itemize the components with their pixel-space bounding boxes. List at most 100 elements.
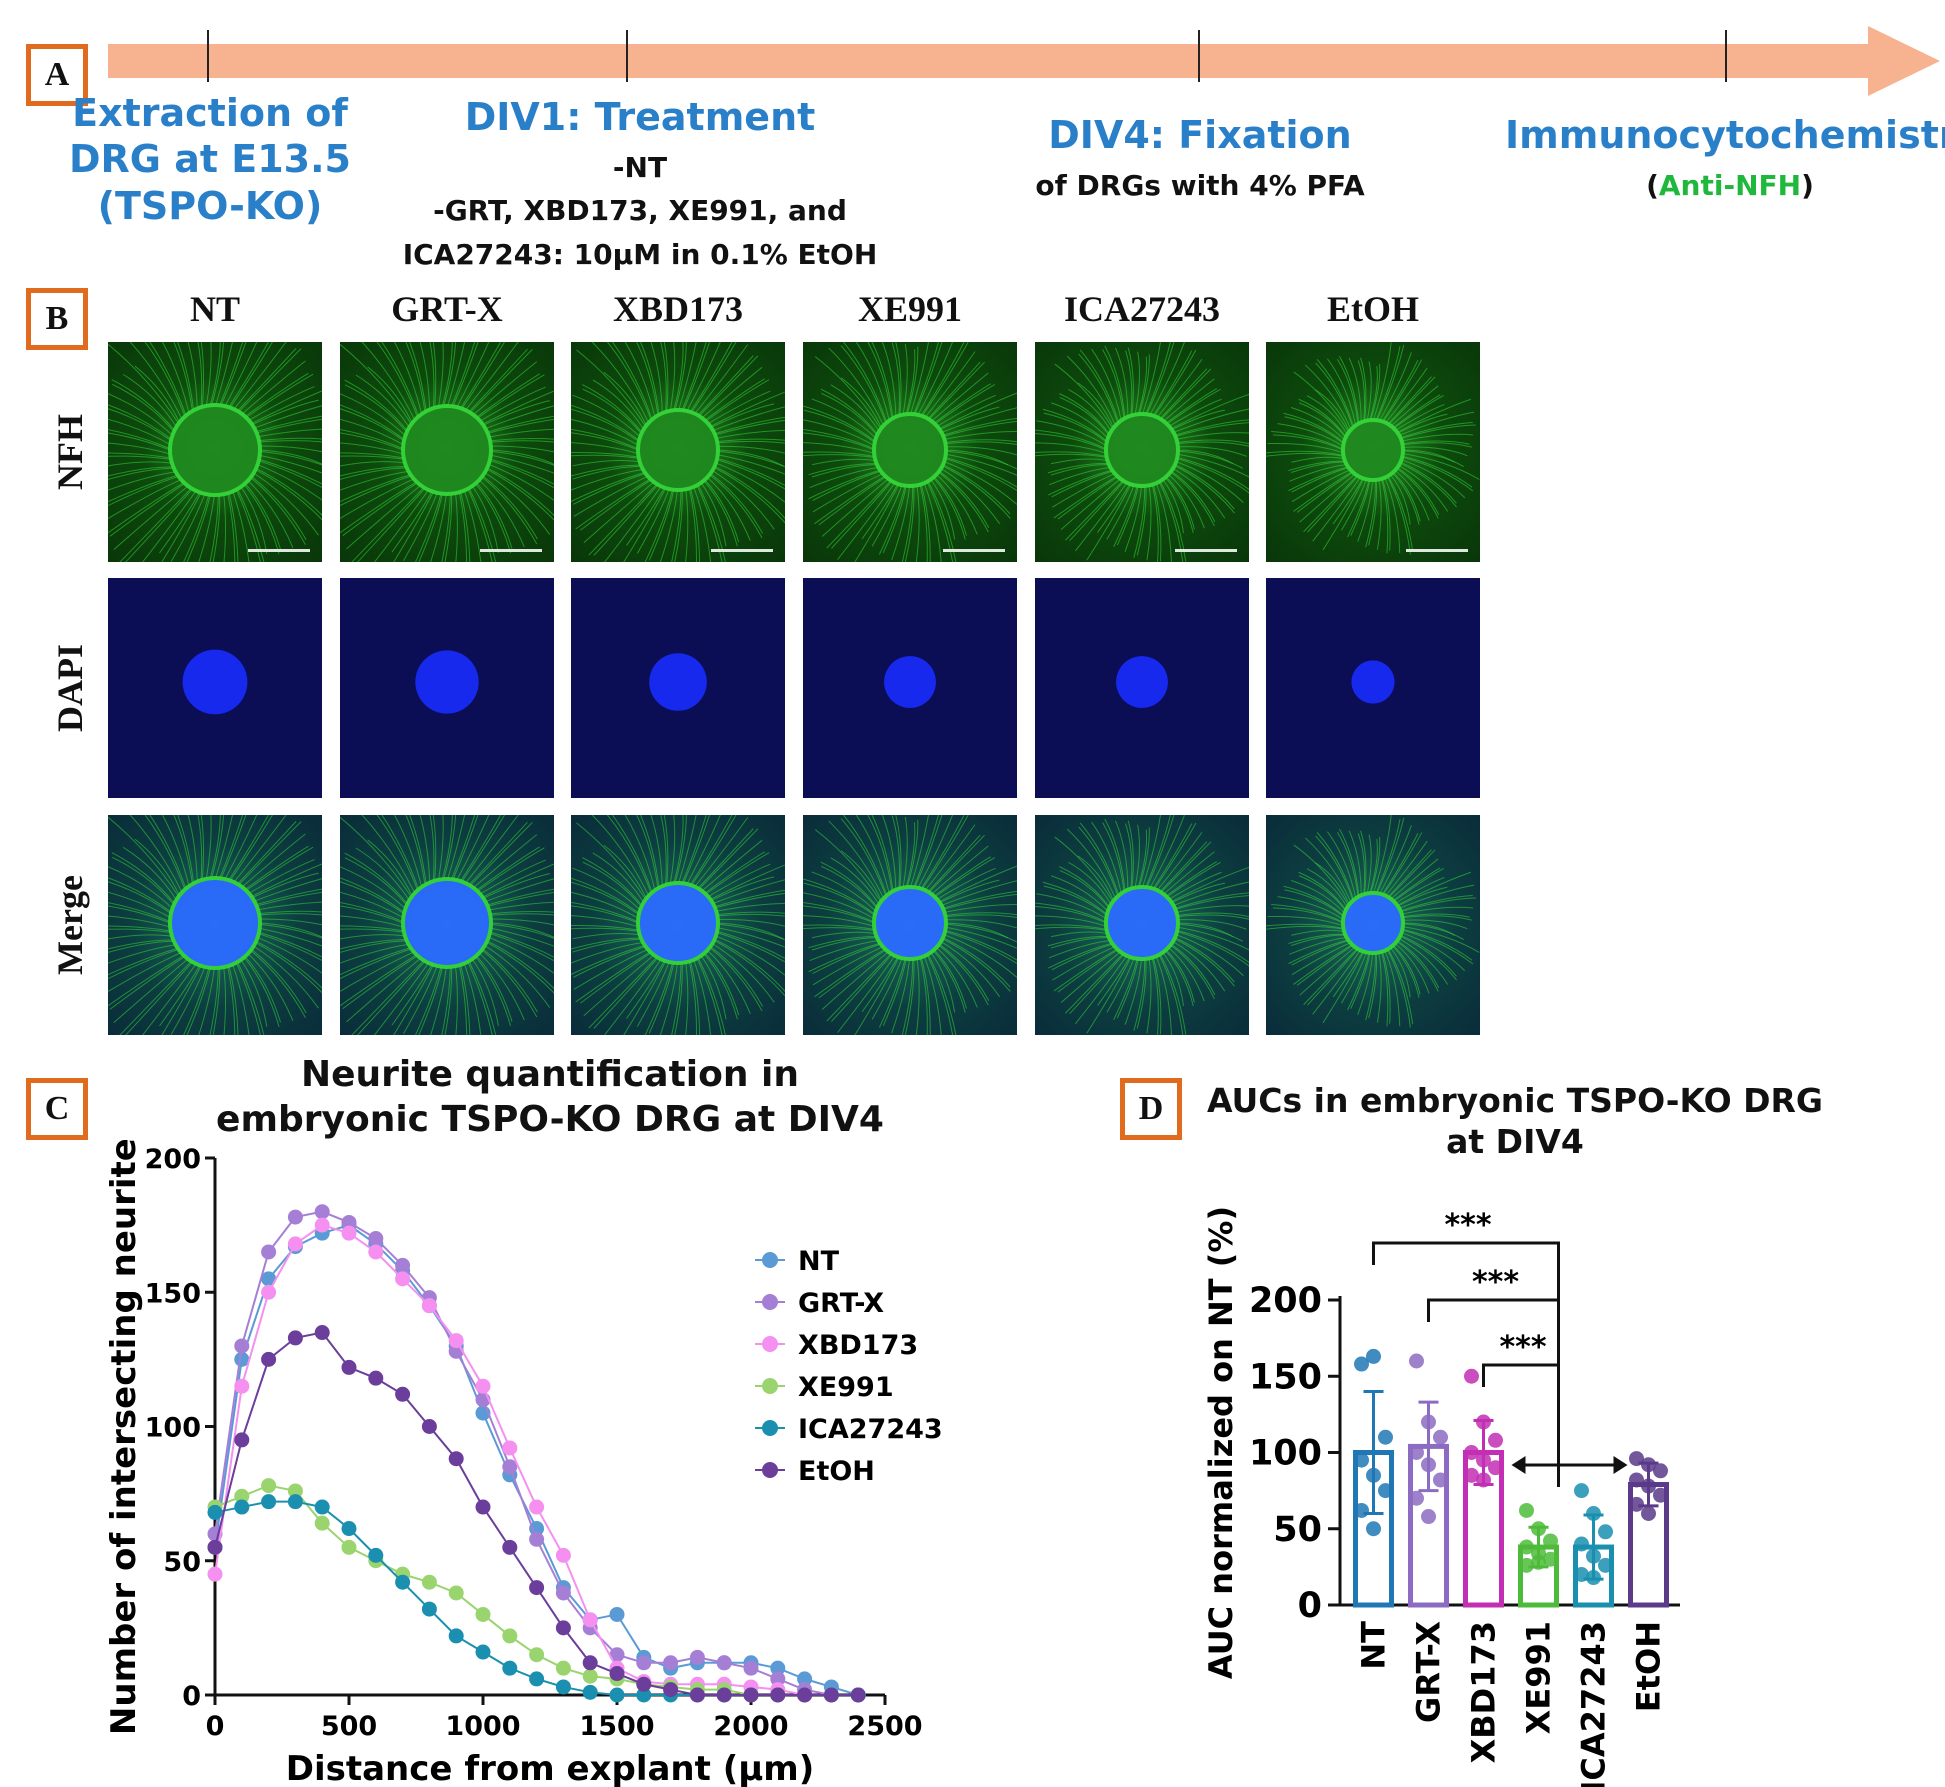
axes: 0 50 100 150 200 (1249, 1281, 1680, 1626)
data-point (395, 1257, 411, 1273)
step-line: Immunocytochemistry (1505, 113, 1945, 157)
data-point (1519, 1539, 1534, 1555)
data-point (555, 1620, 571, 1636)
legend-label: EtOH (798, 1456, 875, 1487)
data-point (555, 1585, 571, 1601)
panel-label-a: A (26, 44, 88, 106)
data-point (448, 1628, 464, 1644)
data-point (314, 1499, 330, 1515)
x-tick-label: XE991 (1520, 1621, 1558, 1734)
data-point (234, 1488, 250, 1504)
data-point (1586, 1548, 1601, 1564)
data-point (1641, 1457, 1656, 1473)
step-treatment-note: -NT -GRT, XBD173, XE991, and ICA27243: 1… (380, 146, 900, 276)
data-point (743, 1660, 759, 1676)
data-point (663, 1682, 679, 1698)
legend-label: XE991 (798, 1372, 894, 1403)
significance-label: *** (1499, 1330, 1546, 1365)
data-point (1464, 1368, 1479, 1384)
data-point (368, 1370, 384, 1386)
bar-NT: NT (1353, 1348, 1394, 1670)
data-point (716, 1655, 732, 1671)
data-point (502, 1440, 518, 1456)
arrow-head (1613, 1456, 1628, 1474)
data-point (1409, 1490, 1424, 1506)
data-point (1653, 1487, 1668, 1503)
data-point (395, 1574, 411, 1590)
data-point (1421, 1509, 1436, 1525)
scale-bar (1175, 549, 1237, 552)
data-point (234, 1378, 250, 1394)
column-header: GRT-X (391, 289, 503, 329)
data-point (261, 1244, 277, 1260)
x-tick-label: XBD173 (1465, 1621, 1503, 1763)
y-tick-label: 100 (1249, 1434, 1322, 1474)
data-point (1476, 1414, 1491, 1430)
legend-label: NT (798, 1246, 840, 1277)
series-XBD173 (207, 1217, 866, 1703)
significance-label: *** (1444, 1208, 1491, 1243)
data-point (448, 1585, 464, 1601)
data-point (1421, 1414, 1436, 1430)
row-label-nfh: NFH (50, 414, 90, 490)
data-point (1653, 1463, 1668, 1479)
data-point (448, 1451, 464, 1467)
data-point (797, 1687, 813, 1703)
column-header: XBD173 (612, 289, 743, 329)
micrograph-dapi (108, 578, 322, 798)
bar-XE991: XE991 (1518, 1502, 1559, 1734)
data-point (529, 1580, 545, 1596)
anti-nfh-label: Anti-NFH (1658, 169, 1802, 202)
x-tick-label: NT (1355, 1621, 1393, 1670)
data-point (1378, 1429, 1393, 1445)
data-point (234, 1432, 250, 1448)
x-tick-label: EtOH (1630, 1621, 1668, 1712)
x-axis-label: Distance from explant (µm) (286, 1749, 815, 1787)
data-point (1409, 1353, 1424, 1369)
data-point (770, 1687, 786, 1703)
step-line: DIV1: Treatment (464, 95, 816, 139)
data-point (797, 1671, 813, 1687)
panel-label-c: C (26, 1078, 88, 1140)
data-point (555, 1660, 571, 1676)
micrograph-dapi (571, 578, 785, 798)
data-point (1409, 1445, 1424, 1460)
data-point (368, 1547, 384, 1563)
step-fixation-title: DIV4: Fixation (1000, 112, 1400, 158)
data-point (1543, 1533, 1558, 1549)
note-paren: ( (1646, 169, 1659, 202)
data-point (743, 1687, 759, 1703)
data-point (502, 1660, 518, 1676)
timeline-tick (207, 30, 209, 82)
y-tick-label: 150 (1249, 1357, 1322, 1397)
data-point (529, 1671, 545, 1687)
chart-d-title: AUCs in embryonic TSPO-KO DRG at DIV4 (1206, 1081, 1823, 1162)
data-point (261, 1284, 277, 1300)
data-point (609, 1606, 625, 1622)
data-point (582, 1668, 598, 1684)
step-extraction-title: Extraction of DRG at E13.5 (TSPO-KO) (60, 90, 360, 229)
data-point (1598, 1524, 1613, 1540)
micrograph-nfh (340, 342, 554, 562)
data-point (341, 1214, 357, 1230)
data-point (341, 1225, 357, 1241)
data-point (1354, 1356, 1369, 1372)
data-point (1574, 1536, 1589, 1552)
data-point (823, 1687, 839, 1703)
data-point (234, 1338, 250, 1354)
micrograph-merge (340, 815, 554, 1035)
data-point (582, 1655, 598, 1671)
legend-marker (762, 1252, 778, 1268)
data-point (1641, 1506, 1656, 1521)
data-point (1629, 1451, 1644, 1467)
column-header: NT (189, 289, 240, 329)
series-line (214, 1224, 859, 1696)
legend-label: XBD173 (798, 1330, 918, 1361)
note-line: -NT (612, 151, 668, 184)
column-header: EtOH (1326, 289, 1419, 329)
note-line: of DRGs with 4% PFA (1035, 169, 1365, 202)
micrograph-nfh (571, 342, 785, 562)
data-point (770, 1660, 786, 1676)
scale-bar (943, 549, 1005, 552)
